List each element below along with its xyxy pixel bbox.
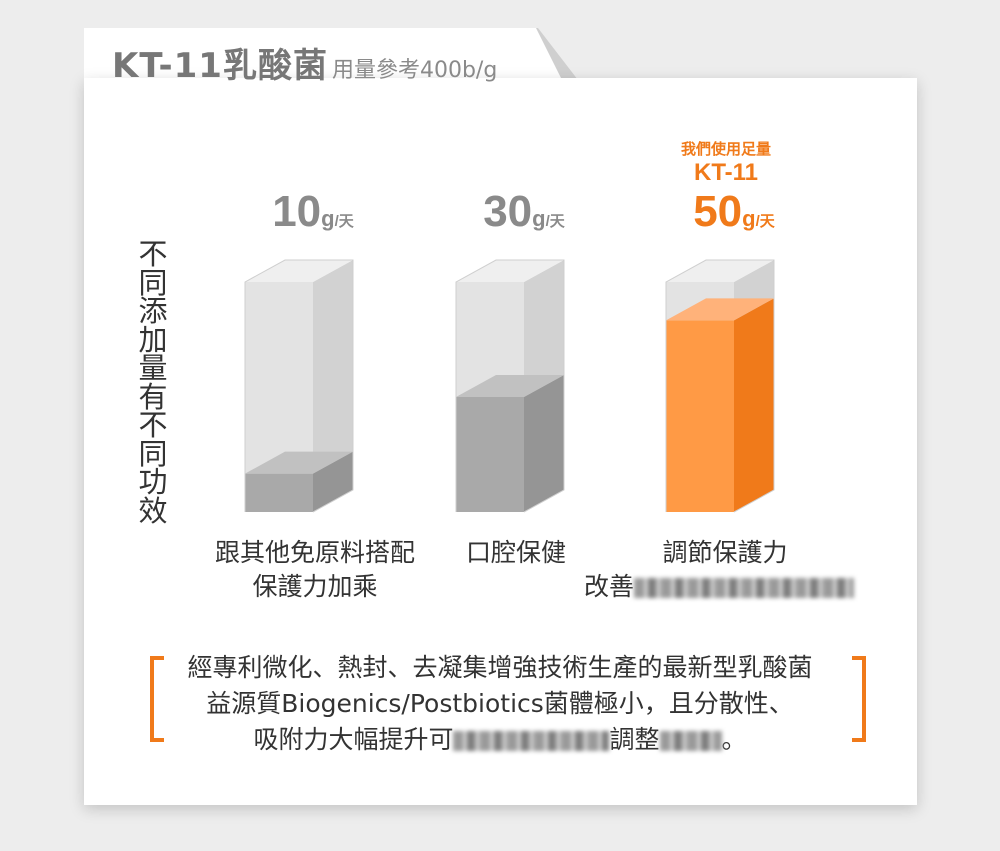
title-subtitle: 用量參考400b/g [331,58,498,83]
description-line-3a: 吸附力大幅提升可 [253,725,454,754]
bar-3-outline [665,259,775,513]
bar-1-fill-front [245,473,313,512]
redacted-text [659,731,722,751]
bar-1 [244,259,354,513]
bar-3-fill-front [666,320,734,512]
description: 經專利微化、熱封、去凝集增強技術生產的最新型乳酸菌 益源質Biogenics/P… [186,650,814,758]
bar-1-container-side [313,260,353,512]
description-line-3: 吸附力大幅提升可 調整 。 [186,722,814,758]
caption-3-line-2-text: 改善 [584,572,635,601]
bar-2-container-top [456,260,564,282]
caption-1-line-2: 保護力加乘 [252,572,378,601]
bar-caption-3: 調節保護力 改善 [580,536,870,604]
caption-3-line-1: 調節保護力 [662,538,788,567]
bar-caption-2: 口腔保健 [436,536,596,570]
description-line-3c: 。 [721,725,747,754]
description-line-1: 經專利微化、熱封、去凝集增強技術生產的最新型乳酸菌 [187,653,813,682]
bar-1-fill-top [245,451,353,474]
bar-caption-1: 跟其他免原料搭配 保護力加乘 [200,536,430,604]
bar-2 [455,259,565,513]
note-line-1: 我們使用足量 [681,140,771,158]
bar-1-fill-side [313,451,353,512]
bar-1-container-top [245,260,353,282]
redacted-text [453,731,610,751]
caption-3-line-2: 改善 [580,570,870,604]
y-axis-label: 不同添加量有不同功效 [138,237,168,528]
bar-3-fill-top [666,298,774,321]
redacted-text [634,578,855,598]
value-label-1: 10g/天 [272,187,355,236]
bar-2-fill-top [456,375,564,397]
note-line-2: KT-11 [694,159,758,186]
bar-3 [665,259,775,513]
bar-2-outline [455,259,565,513]
bar-2-fill-front [456,397,524,512]
value-label-2: 30g/天 [483,187,566,236]
bar-1-outline [244,259,354,513]
description-line-2: 益源質Biogenics/Postbiotics菌體極小，且分散性、 [206,689,794,718]
value-label-3: 50g/天 [693,187,776,236]
bar-3-container-top [666,260,774,282]
page-title: KT-11乳酸菌 用量參考400b/g [112,38,497,86]
title-main: KT-11乳酸菌 [112,46,328,86]
description-line-3b: 調整 [609,725,660,754]
bar-3-fill-side [734,298,774,512]
left-bracket-icon [150,656,164,742]
bar-2-fill-side [524,375,564,512]
title-tab [84,28,524,80]
right-bracket-icon [852,656,866,742]
caption-2-line-1: 口腔保健 [465,538,566,567]
title-tab-slant [522,28,578,80]
caption-1-line-1: 跟其他免原料搭配 [214,538,415,567]
